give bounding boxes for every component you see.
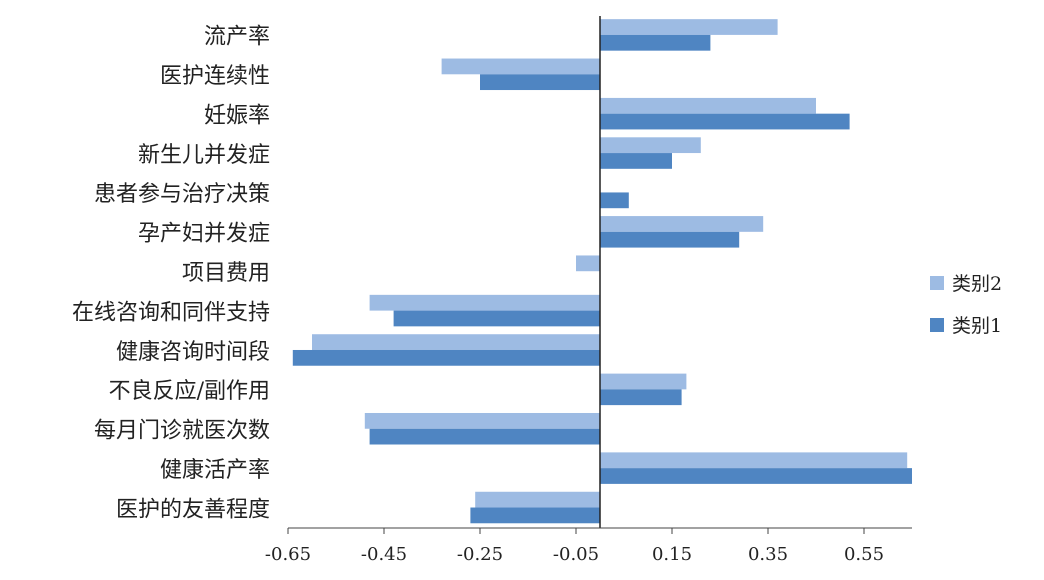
bar-series1-12 (470, 507, 600, 524)
bar-series2-10 (364, 412, 600, 429)
legend-label: 类别2 (952, 273, 1002, 295)
bar-series1-9 (600, 389, 682, 406)
bar-series2-3 (600, 137, 701, 154)
x-tick-label: 0.35 (748, 544, 788, 565)
bar-series1-10 (369, 428, 600, 445)
category-label: 在线咨询和同伴支持 (72, 300, 270, 325)
bar-series2-1 (441, 58, 600, 75)
x-tick-label: -0.45 (361, 544, 407, 565)
bar-series1-8 (292, 349, 600, 366)
bar-series1-0 (600, 34, 711, 51)
legend-swatch (930, 276, 944, 290)
bar-series2-11 (600, 452, 908, 469)
category-label: 患者参与治疗决策 (94, 182, 270, 207)
bars-group (292, 19, 912, 524)
x-tick-label: -0.05 (553, 544, 599, 565)
bar-series2-9 (600, 373, 687, 390)
x-axis: -0.65 -0.45 -0.25 -0.05 0.15 0.35 0.55 (265, 16, 912, 565)
category-label: 健康活产率 (160, 458, 270, 483)
bar-series2-6 (576, 255, 600, 272)
bar-series1-4 (600, 192, 629, 209)
bar-series1-1 (480, 74, 600, 91)
x-tick-label: 0.55 (844, 544, 884, 565)
legend-swatch (930, 318, 944, 332)
bar-series1-5 (600, 231, 740, 248)
legend: 类别2 类别1 (930, 273, 1002, 337)
category-label: 每月门诊就医次数 (94, 419, 270, 444)
bar-series2-0 (600, 19, 778, 35)
x-tick-label: -0.65 (265, 544, 311, 565)
bar-series2-5 (600, 216, 764, 232)
category-labels: 流产率医护连续性妊娠率新生儿并发症患者参与治疗决策孕产妇并发症项目费用在线咨询和… (72, 25, 270, 523)
bar-series2-2 (600, 97, 816, 114)
category-label: 医护连续性 (160, 64, 270, 89)
x-tick-label: -0.25 (457, 544, 503, 565)
category-label: 流产率 (204, 25, 270, 50)
x-tick-label: 0.15 (652, 544, 692, 565)
bar-series1-3 (600, 153, 672, 169)
bar-series1-2 (600, 113, 850, 130)
category-label: 妊娠率 (204, 103, 270, 128)
category-label: 项目费用 (182, 261, 270, 286)
category-label: 健康咨询时间段 (116, 340, 270, 365)
bar-series2-8 (312, 334, 600, 350)
bar-series1-11 (600, 468, 912, 484)
category-label: 孕产妇并发症 (138, 222, 270, 247)
bar-series2-12 (475, 491, 600, 508)
bar-series1-7 (393, 310, 600, 327)
category-label: 不良反应/副作用 (109, 379, 270, 404)
category-label: 医护的友善程度 (116, 497, 270, 522)
bar-series2-7 (369, 294, 600, 311)
category-label: 新生儿并发症 (138, 143, 270, 168)
legend-label: 类别1 (952, 315, 1002, 337)
